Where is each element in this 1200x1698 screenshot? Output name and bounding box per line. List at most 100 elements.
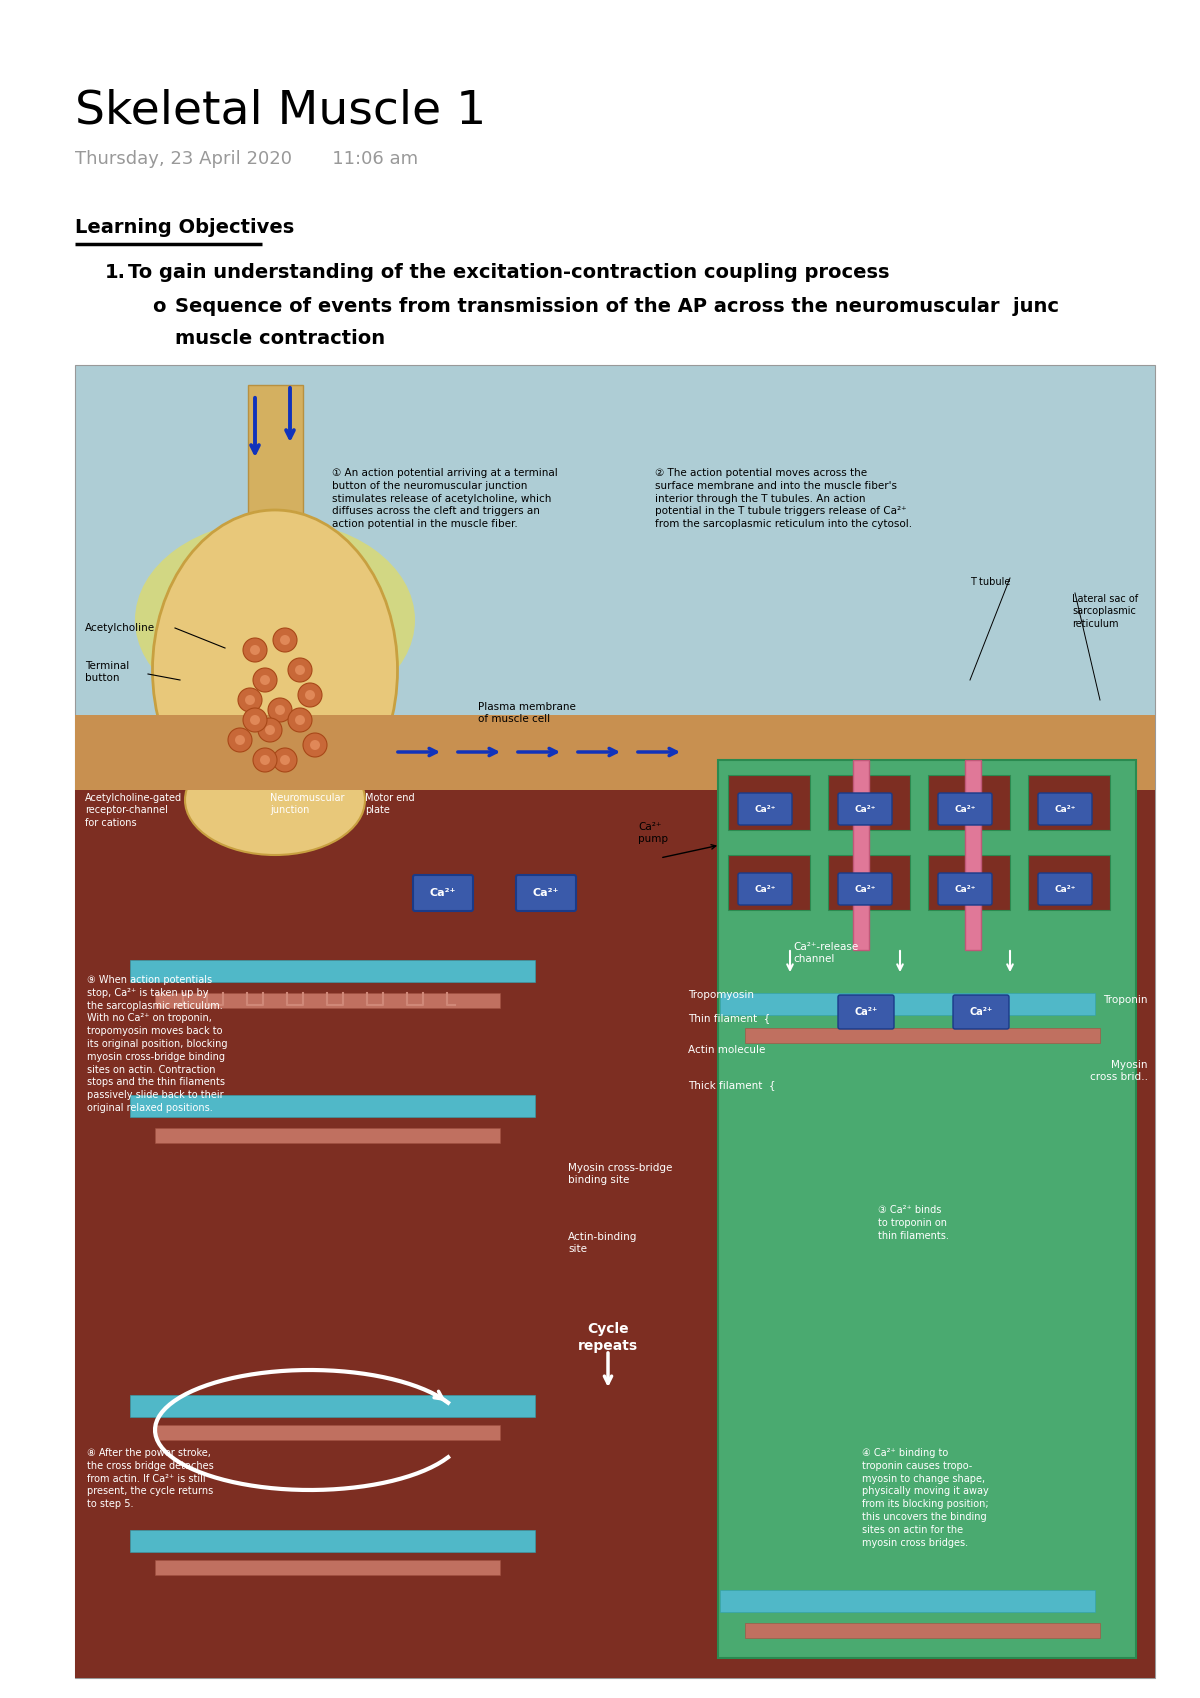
Circle shape <box>253 749 277 773</box>
Text: Lateral sac of
sarcoplasmic
reticulum: Lateral sac of sarcoplasmic reticulum <box>1072 594 1138 628</box>
Text: Ca²⁺: Ca²⁺ <box>430 888 456 898</box>
Circle shape <box>310 740 320 751</box>
Text: Plasma membrane
of muscle cell: Plasma membrane of muscle cell <box>478 701 576 725</box>
Text: Ca²⁺: Ca²⁺ <box>755 885 775 893</box>
Circle shape <box>250 715 260 725</box>
Bar <box>1028 774 1110 830</box>
Text: muscle contraction: muscle contraction <box>175 329 385 348</box>
Text: Thin filament  {: Thin filament { <box>688 1014 770 1022</box>
FancyBboxPatch shape <box>1038 793 1092 825</box>
FancyBboxPatch shape <box>938 873 992 905</box>
Circle shape <box>280 635 290 645</box>
Circle shape <box>274 749 298 773</box>
Text: ③ Ca²⁺ binds
to troponin on
thin filaments.: ③ Ca²⁺ binds to troponin on thin filamen… <box>878 1206 949 1241</box>
Bar <box>728 774 810 830</box>
Text: Ca²⁺: Ca²⁺ <box>755 805 775 813</box>
Circle shape <box>228 728 252 752</box>
FancyBboxPatch shape <box>1038 873 1092 905</box>
Text: Ca²⁺: Ca²⁺ <box>970 1007 992 1017</box>
Text: Ca²⁺: Ca²⁺ <box>1055 885 1075 893</box>
Text: Troponin: Troponin <box>1104 995 1148 1005</box>
Text: Ca²⁺-release
channel: Ca²⁺-release channel <box>793 942 858 964</box>
FancyBboxPatch shape <box>938 793 992 825</box>
Circle shape <box>242 708 266 732</box>
Bar <box>928 856 1010 910</box>
Text: Thursday, 23 April 2020       11:06 am: Thursday, 23 April 2020 11:06 am <box>74 149 418 168</box>
Text: Ca²⁺: Ca²⁺ <box>854 885 876 893</box>
Text: ⑧ After the power stroke,
the cross bridge detaches
from actin. If Ca²⁺ is still: ⑧ After the power stroke, the cross brid… <box>88 1448 214 1510</box>
Circle shape <box>288 708 312 732</box>
Text: Learning Objectives: Learning Objectives <box>74 217 294 238</box>
Bar <box>965 761 982 949</box>
Circle shape <box>275 705 286 715</box>
FancyBboxPatch shape <box>838 873 892 905</box>
FancyBboxPatch shape <box>516 874 576 912</box>
Text: Thick filament  {: Thick filament { <box>688 1080 775 1090</box>
Circle shape <box>235 735 245 745</box>
Text: Ca²⁺
pump: Ca²⁺ pump <box>638 822 668 844</box>
Bar <box>718 761 1136 1657</box>
Bar <box>720 1589 1096 1611</box>
Text: ⑨ When action potentials
stop, Ca²⁺ is taken up by
the sarcoplasmic reticulum.
W: ⑨ When action potentials stop, Ca²⁺ is t… <box>88 975 228 1112</box>
Text: Ca²⁺: Ca²⁺ <box>954 805 976 813</box>
Text: 1.: 1. <box>106 263 126 282</box>
Circle shape <box>305 689 314 700</box>
Ellipse shape <box>185 745 365 856</box>
Text: Sequence of events from transmission of the AP across the neuromuscular  junc: Sequence of events from transmission of … <box>175 297 1060 316</box>
Bar <box>155 993 500 1009</box>
Circle shape <box>242 638 266 662</box>
Bar <box>74 715 1154 790</box>
Circle shape <box>274 628 298 652</box>
Bar <box>130 1530 535 1552</box>
Text: ① An action potential arriving at a terminal
button of the neuromuscular junctio: ① An action potential arriving at a term… <box>332 469 558 530</box>
Text: ② The action potential moves across the
surface membrane and into the muscle fib: ② The action potential moves across the … <box>655 469 912 530</box>
Bar <box>728 856 810 910</box>
Bar <box>155 1425 500 1440</box>
Bar <box>828 856 910 910</box>
FancyBboxPatch shape <box>953 995 1009 1029</box>
Text: Neuromuscular
junction: Neuromuscular junction <box>270 793 344 815</box>
FancyBboxPatch shape <box>738 873 792 905</box>
Circle shape <box>250 645 260 655</box>
Text: Ca²⁺: Ca²⁺ <box>854 805 876 813</box>
Bar <box>745 1027 1100 1043</box>
Bar <box>853 761 869 949</box>
Bar <box>745 1623 1100 1639</box>
Circle shape <box>260 676 270 684</box>
Bar <box>74 365 1154 1678</box>
Circle shape <box>260 756 270 766</box>
Circle shape <box>288 659 312 683</box>
Text: Myosin cross-bridge
binding site: Myosin cross-bridge binding site <box>568 1163 672 1185</box>
Circle shape <box>268 698 292 722</box>
Text: o: o <box>152 297 166 316</box>
Bar <box>155 1127 500 1143</box>
Circle shape <box>295 715 305 725</box>
Text: Ca²⁺: Ca²⁺ <box>1055 805 1075 813</box>
Text: Skeletal Muscle 1: Skeletal Muscle 1 <box>74 88 486 132</box>
Bar <box>74 761 1154 1678</box>
Circle shape <box>258 718 282 742</box>
Bar <box>248 385 302 560</box>
Bar <box>155 1560 500 1576</box>
Circle shape <box>238 688 262 711</box>
Text: Tropomyosin: Tropomyosin <box>688 990 754 1000</box>
Bar <box>130 1095 535 1117</box>
Circle shape <box>302 734 326 757</box>
FancyBboxPatch shape <box>738 793 792 825</box>
Ellipse shape <box>134 520 415 720</box>
Circle shape <box>253 667 277 693</box>
Text: To gain understanding of the excitation-contraction coupling process: To gain understanding of the excitation-… <box>128 263 889 282</box>
Bar <box>130 1396 535 1418</box>
Text: Cycle
repeats: Cycle repeats <box>578 1323 638 1353</box>
Bar <box>928 774 1010 830</box>
Bar <box>1028 856 1110 910</box>
Circle shape <box>295 666 305 676</box>
Text: ④ Ca²⁺ binding to
troponin causes tropo-
myosin to change shape,
physically movi: ④ Ca²⁺ binding to troponin causes tropo-… <box>862 1448 989 1547</box>
Bar <box>828 774 910 830</box>
Text: Motor end
plate: Motor end plate <box>365 793 415 815</box>
Text: Myosin
cross brid‥: Myosin cross brid‥ <box>1090 1060 1148 1082</box>
Text: Terminal
button: Terminal button <box>85 661 130 683</box>
Bar <box>130 959 535 981</box>
Text: Acetylcholine: Acetylcholine <box>85 623 155 633</box>
Text: Actin-binding
site: Actin-binding site <box>568 1233 637 1255</box>
